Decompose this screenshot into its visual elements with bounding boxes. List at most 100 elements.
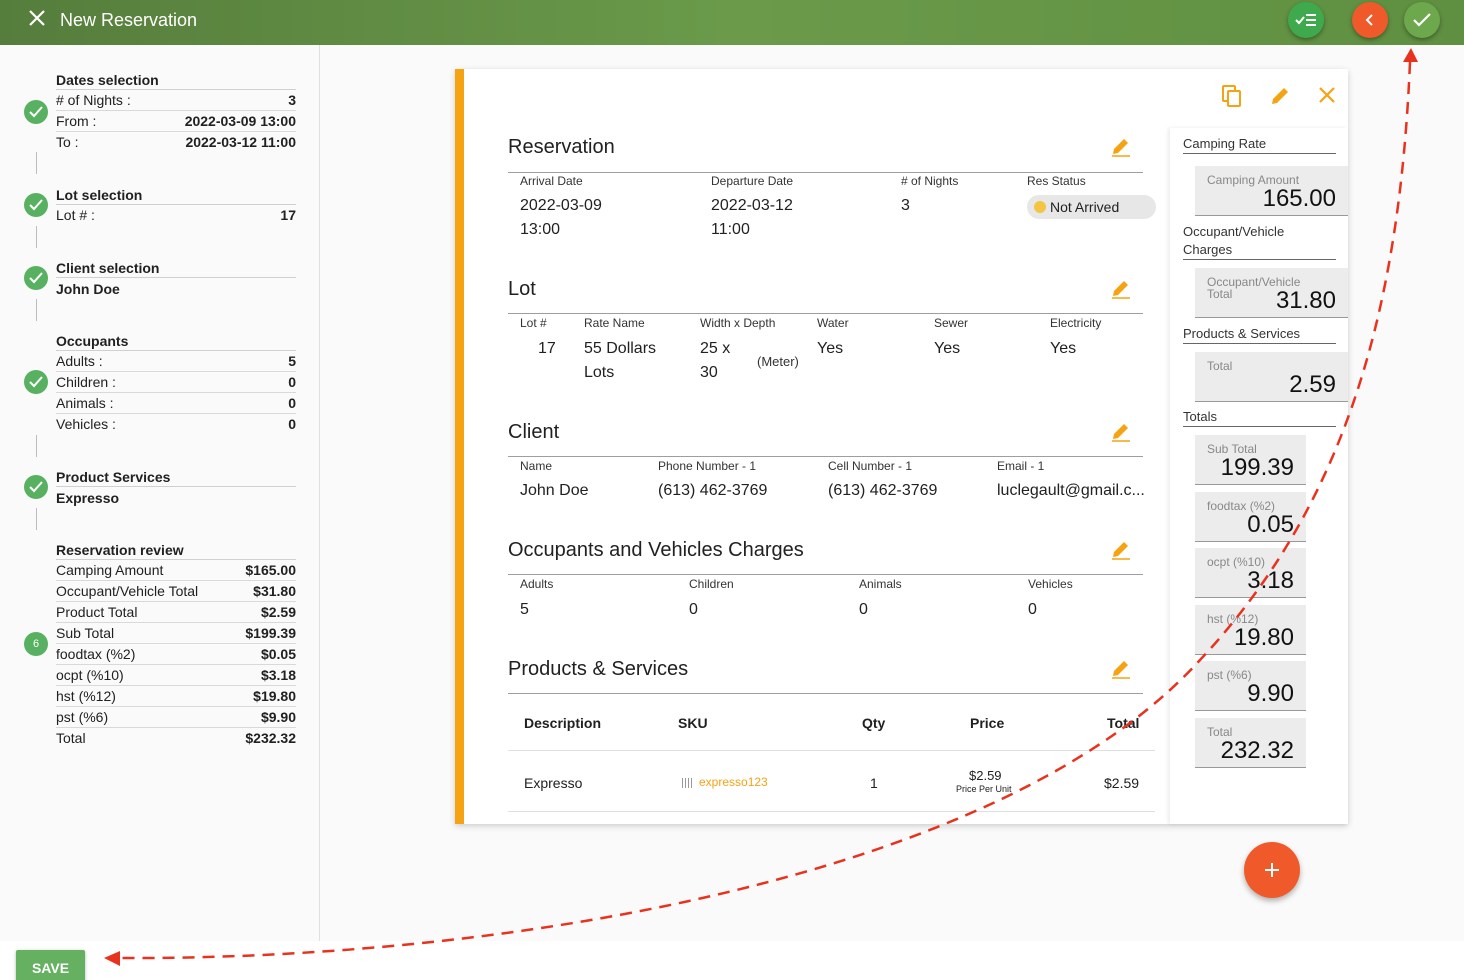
review-value: $2.59 [260,604,296,620]
grand-total-box: Total 232.32 [1195,718,1306,768]
review-value: $31.80 [253,583,296,599]
review-value: $19.80 [253,688,296,704]
step-product-services[interactable]: Product Services Expresso [56,467,296,509]
section-divider [508,172,1143,173]
summary-value: 3.18 [1247,567,1294,594]
label: # of Nights : [56,92,131,108]
value: 5 [288,353,296,369]
value: 3 [288,92,296,108]
copy-icon[interactable] [1220,84,1244,108]
checklist-icon [1295,14,1316,26]
depth-value: 30 [700,364,718,381]
value: 0 [288,416,296,432]
width-value: 25 x [700,340,731,357]
step-number-badge: 6 [24,632,48,656]
review-value: $232.32 [245,730,296,746]
barcode-icon [682,777,694,788]
check-icon [1413,13,1431,27]
phone-label: Phone Number - 1 [658,459,757,473]
email-value: luclegault@gmail.c... [997,482,1145,499]
step-done-icon [24,100,48,124]
summary-value: 165.00 [1262,185,1336,212]
step-title: Occupants [56,331,296,351]
rate-label: Rate Name [584,316,645,330]
client-name: John Doe [520,482,589,499]
edit-client-icon[interactable] [1110,420,1132,442]
step-connector [36,226,37,248]
summary-heading: Occupant/Vehicle Charges [1183,223,1336,260]
section-divider [508,574,1143,575]
status-label: Res Status [1027,174,1086,188]
value: 0 [288,374,296,390]
step-connector [36,299,37,321]
review-value: $199.39 [245,625,296,641]
size-label: Width x Depth [700,316,776,330]
table-divider [508,750,1155,751]
review-label: Camping Amount [56,562,164,578]
lot-value: 17 [538,340,556,357]
edit-lot-icon[interactable] [1110,277,1132,299]
water-value: Yes [817,340,844,357]
client-name: John Doe [56,281,120,297]
summary-value: 9.90 [1247,680,1294,707]
summary-value: 232.32 [1220,737,1294,764]
edit-reservation-icon[interactable] [1110,135,1132,157]
section-divider [508,313,1143,314]
review-label: foodtax (%2) [56,646,136,662]
add-button[interactable] [1244,842,1300,898]
step-client[interactable]: Client selection John Doe [56,258,296,300]
sewer-value: Yes [934,340,961,357]
col-sku: SKU [678,715,708,731]
nights-label: # of Nights [901,174,959,188]
step-review[interactable]: Reservation review Camping Amount $165.00… [56,540,296,749]
edit-products-icon[interactable] [1110,657,1132,679]
step-occupants[interactable]: Occupants Adults : 5 Children : 0 Animals … [56,331,296,435]
summary-heading: Totals [1183,408,1336,427]
adults-label: Adults [520,577,554,591]
row-qty: 1 [870,775,878,791]
animals-label: Animals [859,577,902,591]
confirm-button[interactable] [1404,2,1440,38]
summary-value: 199.39 [1220,454,1294,481]
checklist-button[interactable] [1288,2,1324,38]
product-total-box: Total 2.59 [1195,352,1348,402]
section-title-lot: Lot [508,278,536,300]
save-button[interactable]: SAVE [16,950,85,980]
arrival-time: 13:00 [520,221,561,238]
occupant-total-box: Occupant/Vehicle Total 31.80 [1195,268,1348,318]
rate-line1: 55 Dollars [584,340,657,357]
edit-icon[interactable] [1268,84,1292,108]
step-connector [36,435,37,457]
label: Animals : [56,395,114,411]
col-total: Total [1107,715,1140,731]
subtotal-box: Sub Total 199.39 [1195,435,1306,485]
close-icon[interactable] [1316,84,1340,108]
review-label: hst (%12) [56,688,116,704]
step-dates[interactable]: Dates selection # of Nights : 3 From : 202… [56,70,296,153]
step-title: Lot selection [56,185,296,205]
value: 17 [280,207,296,223]
row-total: $2.59 [1104,775,1140,791]
step-done-icon [24,370,48,394]
summary-panel: Camping Rate Camping Amount 165.00 Occupa… [1170,128,1348,824]
app-header: New Reservation [0,0,1464,45]
sku-text: expresso123 [699,775,768,789]
animals-value: 0 [859,601,868,618]
pst-box: pst (%6) 9.90 [1195,661,1306,711]
review-value: $165.00 [245,562,296,578]
edit-occupants-icon[interactable] [1110,538,1132,560]
label: To : [56,134,79,150]
review-label: Total [56,730,86,746]
water-label: Water [817,316,849,330]
step-title: Reservation review [56,540,296,560]
step-connector [36,152,37,174]
label: Vehicles : [56,416,116,432]
back-button[interactable] [1352,2,1388,38]
close-icon[interactable] [24,8,50,34]
review-label: Occupant/Vehicle Total [56,583,199,599]
label: Adults : [56,353,103,369]
step-title: Client selection [56,258,296,278]
value: 2022-03-09 13:00 [184,113,296,129]
step-lot[interactable]: Lot selection Lot # : 17 [56,185,296,226]
summary-label: Total [1207,359,1233,373]
